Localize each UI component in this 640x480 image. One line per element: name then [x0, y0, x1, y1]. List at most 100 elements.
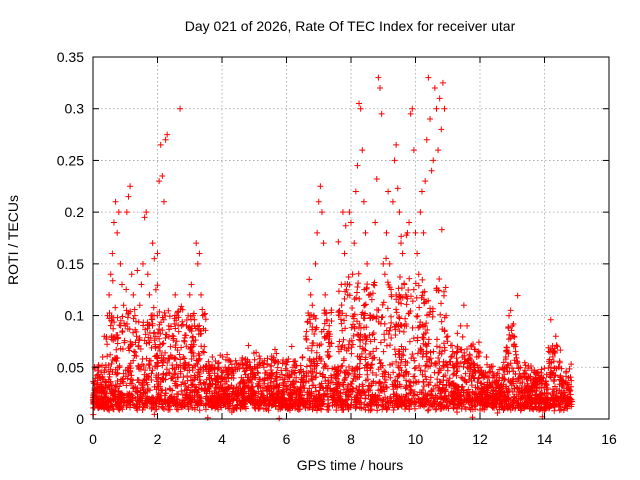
data-point — [134, 385, 141, 392]
data-point — [156, 347, 163, 354]
data-point — [173, 312, 180, 319]
data-point — [159, 327, 166, 334]
data-point — [438, 126, 445, 133]
data-point — [553, 342, 560, 349]
data-point — [364, 402, 371, 409]
data-point — [149, 240, 156, 247]
data-point — [324, 406, 331, 413]
data-point — [396, 274, 403, 281]
data-point — [350, 386, 357, 393]
data-point — [268, 362, 275, 369]
data-point — [482, 369, 489, 376]
data-point — [551, 348, 558, 355]
data-point — [187, 316, 194, 323]
data-point — [295, 402, 302, 409]
data-point — [309, 400, 316, 407]
data-point — [160, 316, 167, 323]
data-point — [296, 393, 303, 400]
y-tick-label: 0.2 — [65, 204, 85, 220]
data-point — [541, 384, 548, 391]
data-point — [340, 355, 347, 362]
data-point — [370, 329, 377, 336]
data-point — [116, 364, 123, 371]
data-point — [546, 373, 553, 380]
data-point — [425, 336, 432, 343]
data-point — [313, 324, 320, 331]
data-point — [205, 358, 212, 365]
data-point — [173, 406, 180, 413]
data-point — [203, 401, 210, 408]
data-point — [367, 387, 374, 394]
data-point — [99, 385, 106, 392]
data-point — [148, 344, 155, 351]
data-point — [443, 334, 450, 341]
data-point — [501, 371, 508, 378]
data-point — [265, 397, 272, 404]
data-point — [255, 405, 262, 412]
data-point — [278, 391, 285, 398]
data-point — [121, 320, 128, 327]
data-point — [535, 374, 542, 381]
data-point — [568, 377, 575, 384]
data-point — [130, 315, 137, 322]
data-point — [460, 392, 467, 399]
data-point — [517, 380, 524, 387]
data-point — [407, 308, 414, 315]
data-point — [373, 176, 380, 183]
data-point — [258, 391, 265, 398]
data-point — [188, 281, 195, 288]
data-point — [340, 406, 347, 413]
data-point — [417, 367, 424, 374]
data-point — [125, 367, 132, 374]
data-point — [368, 406, 375, 413]
data-point — [107, 322, 114, 329]
data-point — [535, 393, 542, 400]
data-point — [218, 373, 225, 380]
data-point — [341, 295, 348, 302]
data-point — [192, 337, 199, 344]
data-point — [557, 347, 564, 354]
data-point — [359, 147, 366, 154]
data-point — [472, 391, 479, 398]
data-point — [152, 286, 159, 293]
data-point — [346, 281, 353, 288]
data-point — [394, 398, 401, 405]
data-point — [157, 330, 164, 337]
data-point — [423, 136, 430, 143]
data-point — [338, 302, 345, 309]
data-point — [507, 379, 514, 386]
data-point — [119, 329, 126, 336]
data-point — [369, 290, 376, 297]
data-point — [307, 390, 314, 397]
data-point — [551, 365, 558, 372]
data-point — [364, 260, 371, 267]
data-point — [178, 344, 185, 351]
data-point — [274, 384, 281, 391]
data-point — [104, 353, 111, 360]
data-point — [280, 356, 287, 363]
data-point — [337, 316, 344, 323]
data-point — [245, 378, 252, 385]
data-point — [436, 95, 443, 102]
data-point — [338, 281, 345, 288]
data-point — [402, 358, 409, 365]
data-point — [374, 407, 381, 414]
data-point — [470, 360, 477, 367]
data-point — [412, 280, 419, 287]
data-point — [440, 292, 447, 299]
data-point — [420, 378, 427, 385]
data-point — [356, 320, 363, 327]
y-tick-label: 0.15 — [57, 256, 84, 272]
data-point — [355, 397, 362, 404]
data-point — [270, 378, 277, 385]
data-point — [128, 342, 135, 349]
data-point — [438, 350, 445, 357]
data-point — [427, 349, 434, 356]
data-point — [163, 370, 170, 377]
data-point — [402, 346, 409, 353]
data-point — [433, 362, 440, 369]
data-point — [430, 403, 437, 410]
data-point — [449, 394, 456, 401]
data-point — [175, 322, 182, 329]
data-point — [118, 390, 125, 397]
